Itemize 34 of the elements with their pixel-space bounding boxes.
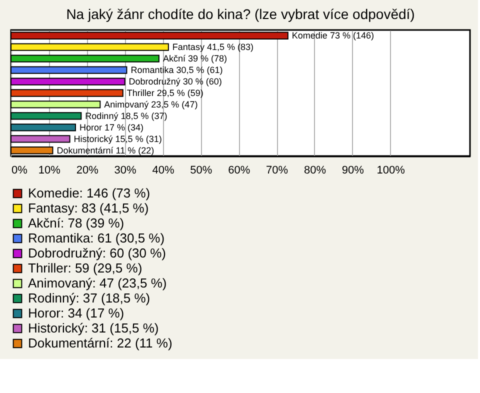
data-label: Animovaný 23,5 % (47) [104,99,198,110]
x-tick-label: 40% [152,164,174,176]
data-label: Dobrodružný 30 % (60) [128,76,222,87]
x-tick-label: 90% [342,164,364,176]
legend-label: Fantasy: 83 (41,5 %) [28,200,149,216]
x-tick-label: 10% [38,164,61,176]
legend-label: Romantika: 61 (30,5 %) [28,230,165,246]
legend-label: Dokumentární: 22 (11 %) [28,336,172,350]
data-label: Fantasy 41,5 % (83) [172,42,254,52]
legend-label: Animovaný: 47 (23,5 %) [28,276,167,290]
legend-label: Horor: 34 (17 %) [28,306,124,320]
x-tick-label: 20% [76,164,99,176]
legend-label: Thriller: 59 (29,5 %) [28,260,142,276]
data-label: Historický 15,5 % (31) [74,134,162,144]
data-label: Thriller 29,5 % (59) [126,88,204,98]
legend-label: Dobrodružný: 60 (30 %) [28,246,166,260]
x-tick-label: 60% [228,164,250,176]
legend-label: Komedie: 146 (73 %) [28,186,150,200]
data-label: Akční 39 % (78) [162,54,227,64]
x-tick-label: 100% [376,164,406,176]
legend-label: Historický: 31 (15,5 %) [28,320,159,336]
chart-title: Na jaký žánr chodíte do kina? (lze vybrat více odpovědí) [66,6,415,22]
data-label: Horor 17 % (34) [79,122,144,132]
x-tick-label: 70% [266,164,288,176]
legend-label: Akční: 78 (39 %) [28,216,124,230]
x-tick-label: 0% [12,164,28,176]
data-label: Romantika 30,5 % (61) [130,65,223,76]
x-tick-label: 30% [114,164,137,176]
x-tick-label: 50% [190,164,212,176]
data-label: Rodinný 18,5 % (37) [85,110,168,121]
data-label: Komedie 73 % (146) [292,30,374,41]
legend-label: Rodinný: 37 (18,5 %) [28,290,150,306]
data-label: Dokumentární 11 % (22) [56,145,154,156]
x-tick-label: 80% [304,164,326,176]
